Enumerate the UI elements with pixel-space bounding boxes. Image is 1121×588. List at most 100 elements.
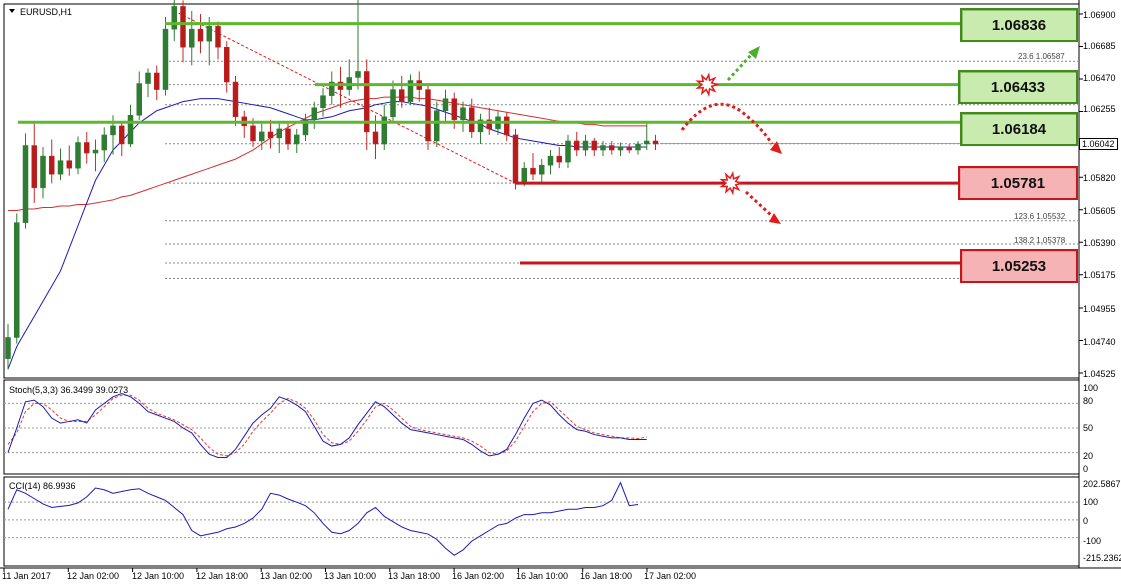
candle-body xyxy=(407,80,414,102)
candle-body xyxy=(355,71,361,78)
candle-body xyxy=(232,81,239,118)
price-axis-label: 1.05820 xyxy=(1083,173,1116,183)
candle-body xyxy=(539,164,545,175)
candle-body xyxy=(652,140,659,145)
candle-body xyxy=(31,145,37,189)
stoch-axis-label: 80 xyxy=(1083,396,1094,406)
forecast-down-arrowhead-icon xyxy=(770,141,782,154)
forecast-up-arrowhead-icon xyxy=(748,46,760,59)
candle-body xyxy=(574,140,580,151)
candle-body xyxy=(582,140,589,151)
candle-body xyxy=(390,89,396,118)
candle-body xyxy=(609,145,615,151)
candle-body xyxy=(320,95,326,108)
price-axis-label: 1.04955 xyxy=(1083,304,1116,314)
candle-body xyxy=(49,155,55,175)
candle-body xyxy=(276,128,282,139)
stoch-main-line xyxy=(7,393,647,459)
candle-body xyxy=(154,72,160,90)
candle-body xyxy=(329,81,335,96)
stoch-signal-line xyxy=(7,394,647,457)
candle-body xyxy=(547,155,554,166)
candle-body xyxy=(460,107,466,121)
resistance-level-1-box: 1.06836 xyxy=(960,8,1078,42)
candle-body xyxy=(425,89,431,142)
stoch-axis-label: 50 xyxy=(1083,423,1094,433)
stoch-axis-label: 0 xyxy=(1083,464,1089,474)
resistance-level-2-box: 1.06433 xyxy=(958,70,1078,104)
price-axis-label: 1.04525 xyxy=(1083,369,1116,379)
ma-fast-line xyxy=(7,98,647,370)
price-axis-label: 1.06685 xyxy=(1083,41,1116,51)
candle-body xyxy=(626,146,632,151)
price-axis-label: 1.06900 xyxy=(1083,10,1116,20)
price-axis-label: 1.06255 xyxy=(1083,104,1116,114)
breakout-burst-icon xyxy=(695,72,720,97)
candle-body xyxy=(644,140,650,145)
candle-body xyxy=(110,125,116,136)
candle-body xyxy=(22,145,29,223)
candle-body xyxy=(635,143,641,151)
candle-body xyxy=(171,6,177,30)
cci-axis-label: -100 xyxy=(1083,536,1102,546)
support-level-2-box: 1.05253 xyxy=(960,249,1078,283)
fib-trend-line xyxy=(174,10,516,184)
candle-body xyxy=(197,28,204,42)
candle-body xyxy=(206,25,212,42)
cci-axis-label: 202.5867 xyxy=(1083,479,1121,489)
candle-body xyxy=(180,6,186,48)
forecast-down-arrowhead-2-icon xyxy=(769,213,781,224)
cci-panel-frame xyxy=(3,476,1080,567)
candle-body xyxy=(442,98,449,111)
price-axis-label: 1.06470 xyxy=(1083,73,1116,83)
candle-body xyxy=(434,110,440,142)
candle-body xyxy=(469,107,475,133)
candle-body xyxy=(302,119,309,136)
cci-axis-label: 100 xyxy=(1083,497,1099,507)
candle-body xyxy=(215,25,221,48)
candle-body xyxy=(145,72,151,84)
candle-body xyxy=(250,125,256,142)
candle-body xyxy=(512,134,519,184)
candle-body xyxy=(101,134,107,151)
cci-line xyxy=(7,481,639,556)
candle-body xyxy=(477,119,484,133)
stoch-axis-label: 20 xyxy=(1083,451,1094,461)
symbol-title: EURUSD,H1 xyxy=(20,7,73,17)
candle-body xyxy=(189,28,195,48)
main-panel-frame xyxy=(3,3,1080,379)
candle-body xyxy=(381,116,387,145)
support-level-1-box: 1.05781 xyxy=(958,166,1078,200)
price-axis-label: 1.04740 xyxy=(1083,337,1116,347)
ma-slow-line xyxy=(8,96,647,212)
candle-body xyxy=(75,142,81,169)
candle-body xyxy=(617,146,624,151)
cci-axis-label: -215.2362 xyxy=(1083,553,1121,563)
breakdown-burst-icon xyxy=(719,170,744,196)
candle-body xyxy=(486,119,492,130)
candle-body xyxy=(66,160,72,169)
candle-body xyxy=(92,149,99,154)
candle-body xyxy=(40,155,46,189)
candle-body xyxy=(600,145,606,151)
candle-body xyxy=(267,131,274,139)
candle-body xyxy=(127,115,134,145)
candle-body xyxy=(136,83,142,116)
candle-body xyxy=(119,125,125,145)
candle-body xyxy=(399,89,405,102)
candle-body xyxy=(259,131,265,142)
candle-body xyxy=(294,134,300,145)
candle-body xyxy=(451,98,457,121)
candle-body xyxy=(285,128,291,145)
stoch-panel-frame xyxy=(3,379,1080,475)
candle-body xyxy=(521,167,527,184)
candle-body xyxy=(530,167,536,175)
candle-body xyxy=(14,222,20,338)
candle-body xyxy=(504,116,510,136)
candle-body xyxy=(224,47,230,83)
resistance-level-3-box: 1.06184 xyxy=(960,112,1078,146)
price-axis-label: 1.05390 xyxy=(1083,238,1116,248)
candle-body xyxy=(57,160,64,175)
candle-body xyxy=(556,155,562,163)
